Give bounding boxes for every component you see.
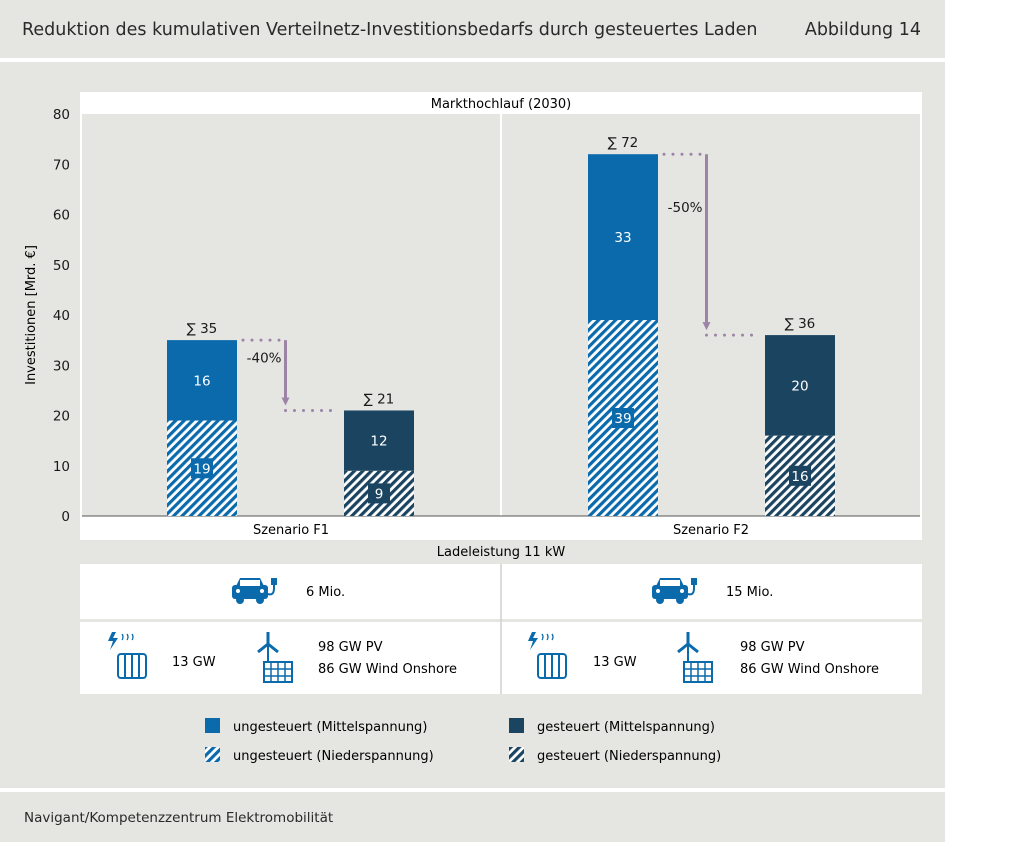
legend-label: ungesteuert (Mittelspannung) (233, 720, 427, 735)
car-charging-icon (232, 578, 277, 604)
data-label: 39 (614, 411, 631, 427)
wind-solar-icon (257, 632, 293, 683)
bar-segment-mittelspannung (167, 340, 237, 421)
data-label: 12 (370, 434, 387, 450)
y-tick-label: 0 (61, 509, 70, 525)
group-label-f2: Szenario F2 (673, 523, 749, 538)
car-charging-icon (652, 578, 697, 604)
pv-f1: 98 GW PV (318, 640, 383, 655)
y-tick-label: 20 (53, 409, 70, 425)
wind-f1: 86 GW Wind Onshore (318, 662, 457, 677)
data-label-box (612, 408, 634, 429)
vehicles-f2: 15 Mio. (726, 585, 773, 600)
annotations: ∑ 35 ∑ 21 -40% ∑ 72 ∑ 36 -50% (187, 135, 816, 412)
data-label-box (789, 465, 811, 486)
y-axis-label: Investitionen [Mrd. €] (24, 245, 39, 385)
data-label-box (191, 458, 213, 479)
figure-title: Reduktion des kumulativen Verteilnetz-In… (22, 20, 758, 40)
source-note: Navigant/Kompetenzzentrum Elektromobilit… (24, 810, 334, 826)
wind-f2: 86 GW Wind Onshore (740, 662, 879, 677)
heat-pump-icon (108, 632, 147, 679)
bar-segment-mittelspannung (344, 410, 414, 471)
wind-solar-icon (677, 632, 713, 683)
chart-title: Markthochlauf (2030) (431, 97, 572, 112)
y-tick-label: 30 (53, 358, 70, 374)
x-axis-label: Ladeleistung 11 kW (437, 545, 566, 560)
total-label: ∑ 72 (608, 135, 639, 151)
legend-swatch-gesteuert-nieder (509, 747, 524, 762)
legend-label: gesteuert (Niederspannung) (537, 749, 721, 764)
bar-segment-mittelspannung (765, 335, 835, 436)
y-tick-label: 10 (53, 459, 70, 475)
heat-pump-icon (528, 632, 567, 679)
bars: 16 19 12 9 33 39 20 16 (167, 154, 835, 516)
total-label: ∑ 21 (364, 391, 395, 407)
figure-number: Abbildung 14 (804, 20, 921, 40)
legend-swatch-ungesteuert-nieder (205, 747, 220, 762)
data-label: 20 (791, 378, 808, 394)
legend-swatch-ungesteuert-mittel (205, 718, 220, 733)
data-label: 33 (614, 230, 631, 246)
header-band: Reduktion des kumulativen Verteilnetz-In… (0, 0, 945, 58)
y-tick-label: 60 (53, 208, 70, 224)
y-tick-label: 80 (53, 107, 70, 123)
y-axis-ticks: 0 10 20 30 40 50 60 70 80 (53, 107, 70, 525)
legend-label: gesteuert (Mittelspannung) (537, 720, 715, 735)
data-label: 16 (193, 373, 210, 389)
data-label: 9 (375, 486, 384, 502)
data-label: 16 (791, 469, 808, 485)
heat-f1: 13 GW (172, 655, 216, 670)
data-label: 19 (193, 461, 210, 477)
data-label-box (368, 483, 390, 504)
footer-band: Navigant/Kompetenzzentrum Elektromobilit… (0, 792, 945, 842)
pv-f2: 98 GW PV (740, 640, 805, 655)
y-tick-label: 40 (53, 308, 70, 324)
legend-swatch-gesteuert-mittel (509, 718, 524, 733)
reduction-label: -50% (668, 200, 703, 216)
legend-label: ungesteuert (Niederspannung) (233, 749, 434, 764)
vehicles-f1: 6 Mio. (306, 585, 345, 600)
total-label: ∑ 35 (187, 321, 218, 337)
y-tick-label: 50 (53, 258, 70, 274)
heat-f2: 13 GW (593, 655, 637, 670)
bar-segment-mittelspannung (588, 154, 658, 321)
y-tick-label: 70 (53, 157, 70, 173)
reduction-label: -40% (247, 351, 282, 367)
group-label-f1: Szenario F1 (253, 523, 329, 538)
total-label: ∑ 36 (785, 316, 816, 332)
